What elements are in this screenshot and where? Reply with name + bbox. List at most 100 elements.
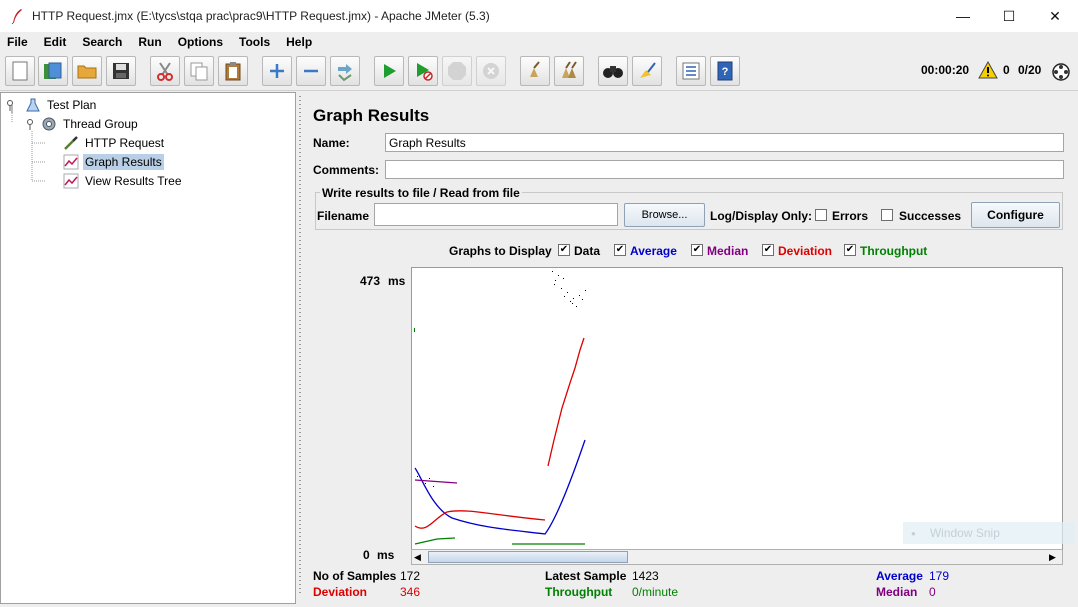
shutdown-icon [483,63,499,79]
menu-help[interactable]: Help [286,35,313,49]
function-helper-button[interactable] [676,56,706,86]
reset-search-broom-icon [640,62,656,78]
tree-item-thread-group[interactable]: Thread Group [25,115,140,133]
configure-button[interactable]: Configure [971,202,1060,228]
test-plan-flask-icon [26,98,40,112]
start-no-pauses-button[interactable] [408,56,438,86]
throughput-stat-value: 0/minute [632,585,679,599]
samples-value: 172 [400,569,421,583]
warning-icon[interactable] [978,61,998,79]
tree-item-graph-results[interactable]: Graph Results [63,153,164,171]
binoculars-icon [603,66,623,78]
average-checkbox[interactable]: ✔ [614,244,626,256]
toggle-button[interactable] [330,56,360,86]
graph-horizontal-scrollbar[interactable]: ◀ ▶ [411,549,1063,565]
median-checkbox[interactable]: ✔ [691,244,703,256]
tree-item-label: Test Plan [47,98,97,112]
minimize-button[interactable]: — [956,8,970,24]
panel-title: Graph Results [313,106,430,125]
y-axis-max-label: 473 [360,274,381,288]
y-axis-unit-top: ms [388,274,406,288]
close-button[interactable]: ✕ [1049,7,1061,24]
warning-count: 0 [1003,63,1010,77]
copy-button[interactable] [184,56,214,86]
errors-checkbox[interactable] [815,209,827,221]
filename-field[interactable] [374,203,618,226]
deviation-toggle-label: Deviation [778,244,833,258]
menu-edit[interactable]: Edit [43,35,67,49]
data-series [417,271,586,487]
pane-splitter[interactable] [297,92,303,604]
stop-button[interactable] [442,56,472,86]
minus-icon [304,69,318,73]
snip-label: Window Snip [929,526,1000,540]
templates-button[interactable] [38,56,68,86]
paste-button[interactable] [218,56,248,86]
help-button[interactable]: ? [710,56,740,86]
successes-checkbox[interactable] [881,209,893,221]
average-toggle-label: Average [630,244,677,258]
log-display-label: Log/Display Only: [710,209,813,223]
shutdown-button[interactable] [476,56,506,86]
median-stat-label: Median [876,585,918,599]
toggle-icon [338,64,352,82]
svg-text:?: ? [722,66,729,78]
scroll-thumb[interactable] [428,551,628,563]
browse-button[interactable]: Browse... [624,203,705,227]
median-toggle-label: Median [707,244,749,258]
throughput-checkbox[interactable]: ✔ [844,244,856,256]
median-series [414,479,458,484]
expand-all-button[interactable] [262,56,292,86]
deviation-stat-label: Deviation [313,585,368,599]
average-series [414,439,586,535]
graphs-to-display-label: Graphs to Display [449,244,552,258]
new-button[interactable] [5,56,35,86]
tree-item-http-request[interactable]: HTTP Request [63,134,166,152]
clear-button[interactable] [520,56,550,86]
deviation-checkbox[interactable]: ✔ [762,244,774,256]
running-status-icon [1052,63,1070,81]
menu-file[interactable]: File [7,35,28,49]
window-title: HTTP Request.jmx (E:\tycs\stqa prac\prac… [32,9,490,23]
cut-button[interactable] [150,56,180,86]
average-stat-label: Average [876,569,923,583]
menu-options[interactable]: Options [177,35,224,49]
comments-field[interactable] [385,160,1064,179]
save-icon [113,63,129,79]
tree-item-label: Graph Results [83,154,164,170]
throughput-toggle-label: Throughput [860,244,928,258]
active-threads: 0/20 [1018,63,1042,77]
tree-item-view-results-tree[interactable]: View Results Tree [63,172,184,190]
tree-item-label: View Results Tree [85,174,182,188]
expand-handle-icon[interactable] [25,117,39,131]
gear-icon [42,117,56,131]
open-button[interactable] [72,56,102,86]
graph-listener-icon [63,173,79,189]
menu-tools[interactable]: Tools [239,35,271,49]
name-field[interactable] [385,133,1064,152]
graph-listener-icon [63,154,79,170]
successes-label: Successes [899,209,962,223]
save-button[interactable] [106,56,136,86]
deviation-series [414,337,585,529]
graph-results-panel: Graph Results Name: Comments: Write resu… [304,92,1076,604]
scroll-right-arrow[interactable]: ▶ [1049,552,1056,562]
menu-run[interactable]: Run [138,35,162,49]
tree-item-test-plan[interactable]: Test Plan [5,96,98,114]
maximize-button[interactable]: ☐ [1002,7,1016,24]
expand-handle-icon[interactable] [5,98,19,112]
data-checkbox[interactable]: ✔ [558,244,570,256]
clear-all-button[interactable] [554,56,584,86]
start-button[interactable] [374,56,404,86]
tree-item-label: HTTP Request [85,136,165,150]
file-group-box [315,192,1063,230]
results-graph-plot [414,271,586,545]
search-button[interactable] [598,56,628,86]
median-stat-value: 0 [929,585,936,599]
menu-search[interactable]: Search [82,35,123,49]
collapse-all-button[interactable] [296,56,326,86]
comments-label: Comments: [313,163,380,177]
reset-search-button[interactable] [632,56,662,86]
filename-label: Filename [317,209,370,223]
scroll-left-arrow[interactable]: ◀ [414,552,421,562]
